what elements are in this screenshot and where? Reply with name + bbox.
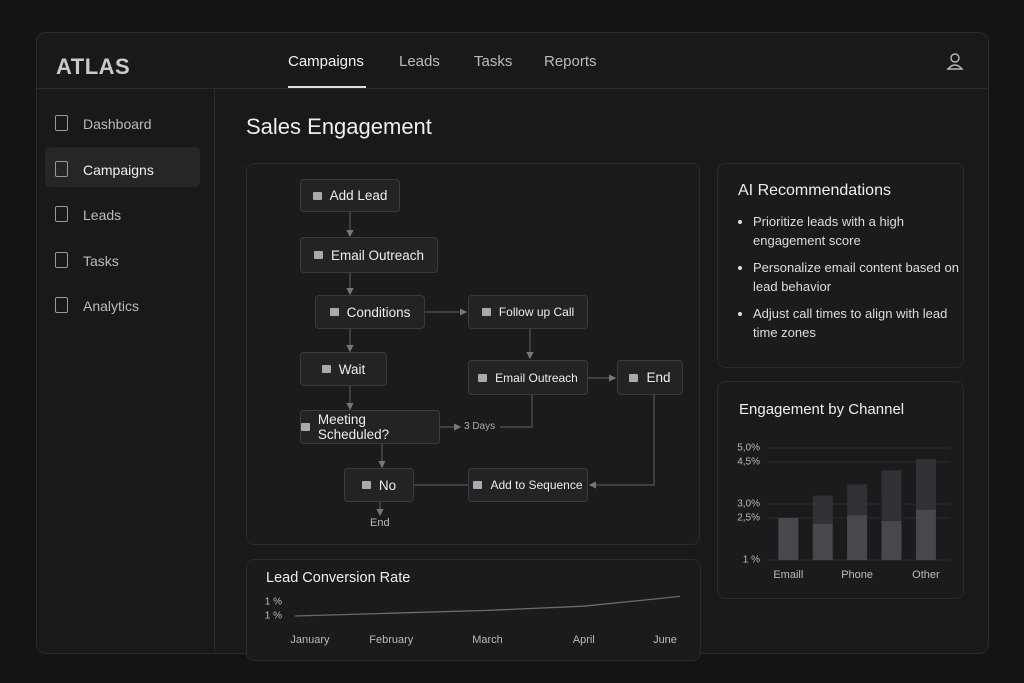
- y-tick-label: 4,5%: [737, 457, 760, 468]
- sidebar-icon: [55, 160, 68, 177]
- recommendations-list: Prioritize leads with a high engagement …: [718, 212, 973, 350]
- node-label: Conditions: [346, 304, 411, 320]
- node-label: Add Lead: [329, 188, 388, 203]
- sidebar-item[interactable]: Tasks: [83, 252, 119, 269]
- node-icon: [473, 481, 483, 489]
- profile-icon[interactable]: [946, 52, 964, 70]
- bar-segment: [812, 495, 833, 524]
- node-label: Wait: [338, 361, 366, 377]
- sidebar-icon: [55, 206, 68, 222]
- sidebar-item[interactable]: Analytics: [83, 298, 140, 314]
- logo: ATLAS: [56, 54, 131, 79]
- node-icon: [361, 481, 371, 489]
- node-icon: [481, 308, 491, 316]
- recommendation: Prioritize leads with a high engagement …: [753, 212, 973, 250]
- sidebar-icon: [55, 297, 68, 313]
- y-tick-label: 1 %: [265, 597, 282, 608]
- node-label: Follow up Call: [498, 305, 575, 319]
- end-label: End: [370, 517, 390, 529]
- node-icon: [312, 191, 322, 200]
- edge-label: 3 Days: [464, 421, 496, 432]
- x-tick-label: February: [369, 634, 414, 646]
- node-label: Email Outreach: [495, 370, 578, 385]
- workflow-node[interactable]: No: [344, 468, 414, 502]
- recommendation: Personalize email content based on lead …: [753, 258, 973, 296]
- sidebar-item[interactable]: Dashboard: [83, 116, 152, 132]
- conversion-panel: [246, 559, 701, 661]
- workflow-node[interactable]: Conditions: [315, 295, 425, 329]
- bar-segment: [881, 470, 902, 521]
- workflow-node[interactable]: Follow up Call: [468, 295, 588, 329]
- bar-segment: [847, 484, 868, 516]
- sidebar-active: [45, 146, 200, 187]
- workflow-node[interactable]: Wait: [300, 352, 387, 386]
- node-icon: [478, 373, 488, 382]
- bar-segment: [881, 520, 902, 560]
- x-tick-label: Other: [912, 569, 940, 581]
- y-tick-label: 5,0%: [737, 443, 760, 454]
- node-label: Email Outreach: [330, 247, 425, 263]
- node-label: End: [646, 370, 671, 385]
- workflow-node[interactable]: End: [617, 360, 683, 395]
- nav-tab[interactable]: Tasks: [474, 53, 513, 70]
- nav-tab[interactable]: Reports: [544, 53, 597, 70]
- node-icon: [321, 365, 331, 373]
- chart-title: Lead Conversion Rate: [266, 570, 410, 586]
- y-tick-label: 2,5%: [737, 513, 760, 524]
- workflow-node[interactable]: Add to Sequence: [468, 468, 588, 502]
- nav-tab[interactable]: Leads: [399, 53, 440, 70]
- bar-segment: [847, 515, 868, 560]
- y-tick-label: 3,0%: [737, 499, 760, 510]
- node-icon: [313, 251, 323, 259]
- node-label: No: [378, 477, 397, 493]
- workflow-node[interactable]: Meeting Scheduled?: [300, 410, 440, 444]
- bar-segment: [915, 459, 936, 510]
- workflow-edges: [346, 212, 655, 517]
- sidebar-icon: [55, 115, 68, 131]
- recommendations-panel: [717, 163, 964, 368]
- bar-segment: [915, 509, 936, 560]
- line: [294, 595, 681, 617]
- nav-tab[interactable]: Campaigns: [288, 53, 364, 70]
- x-tick-label: Emaill: [773, 569, 803, 581]
- node-icon: [329, 308, 339, 316]
- chart-title: Engagement by Channel: [739, 401, 904, 418]
- recommendations-title: AI Recommendations: [738, 182, 891, 199]
- bar-segment: [778, 518, 799, 560]
- node-label: Meeting Scheduled?: [317, 412, 390, 442]
- tab-underline: [288, 86, 366, 88]
- recommendation: Adjust call times to align with lead tim…: [753, 304, 973, 342]
- page-title: Sales Engagement: [246, 114, 432, 139]
- x-tick-label: January: [290, 634, 330, 646]
- workflow-node[interactable]: Email Outreach: [468, 360, 588, 395]
- x-tick-label: April: [573, 634, 595, 646]
- x-tick-label: March: [472, 634, 503, 646]
- sidebar-item[interactable]: Campaigns: [83, 161, 154, 178]
- y-tick-label: 1 %: [265, 611, 282, 622]
- profile-svg: [946, 53, 964, 70]
- y-tick-label: 1 %: [743, 555, 760, 566]
- node-icon: [629, 373, 639, 382]
- workflow-node[interactable]: Email Outreach: [300, 237, 438, 273]
- sidebar-divider: [214, 89, 215, 652]
- x-tick-label: June: [653, 634, 677, 646]
- sidebar-icon: [55, 251, 68, 268]
- bar-segment: [812, 523, 833, 560]
- header-divider: [37, 88, 987, 89]
- node-label: Add to Sequence: [490, 478, 583, 492]
- sidebar-item[interactable]: Leads: [83, 207, 122, 223]
- x-tick-label: Phone: [841, 569, 873, 581]
- workflow-node[interactable]: Add Lead: [300, 179, 400, 212]
- node-icon: [301, 423, 310, 431]
